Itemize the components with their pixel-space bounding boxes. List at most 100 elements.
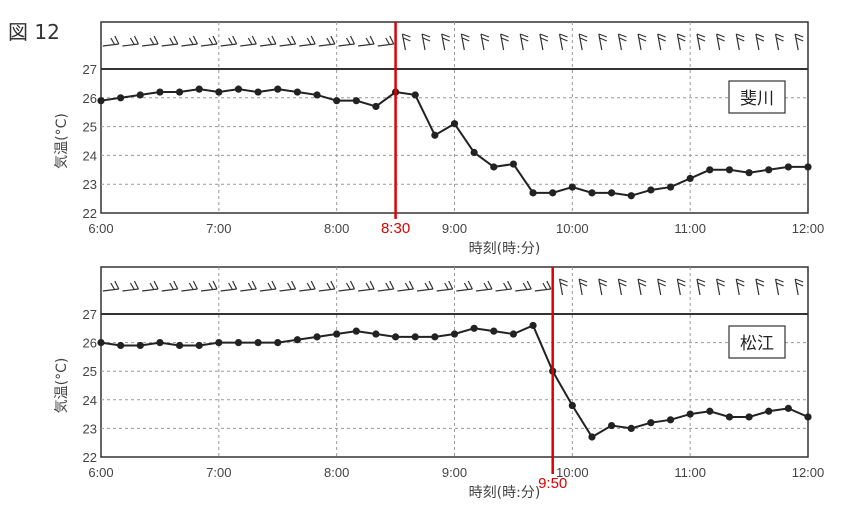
temperature-point [666,183,675,191]
temperature-point [745,413,753,421]
temperature-point [195,341,203,350]
wind-barb [716,278,725,296]
temperature-point [568,401,576,410]
temperature-point [156,339,164,347]
temperature-point [411,91,419,99]
wind-barbs [102,278,804,296]
temperature-point [234,339,243,347]
y-tick-label: 27 [83,62,97,77]
y-tick-label: 26 [83,91,97,106]
temperature-point [293,336,301,344]
wind-barb [676,33,686,51]
wind-barb [755,278,765,296]
figure-label: 図 12 [8,20,60,44]
wind-barb [421,33,431,51]
wind-barbs [102,33,804,51]
temperature-point [274,85,282,93]
temperature-point [608,421,616,430]
wind-barb [358,280,375,292]
temperature-point [175,341,184,350]
wind-barb [519,33,529,51]
wind-barb [436,280,454,292]
y-tick-label: 22 [83,450,97,465]
wind-barb [279,280,297,292]
temperature-point [450,120,459,128]
temperature-point [549,189,557,197]
wind-barb [318,35,336,47]
temperature-point [333,330,341,338]
temperature-point [313,333,321,341]
temperature-point [313,91,321,99]
x-tick-label: 10:00 [556,465,589,480]
wind-barb [534,280,552,292]
y-tick-label: 25 [83,364,97,379]
wind-barb [755,33,765,51]
temperature-point [431,131,439,139]
wind-barb [637,33,647,51]
wind-barb [377,280,395,292]
temperature-point [529,189,537,197]
wind-barb [377,35,395,47]
temperature-point [136,341,144,350]
wind-barb [598,278,608,296]
wind-barb [161,280,179,292]
temperature-point [97,339,105,347]
temperature-point [175,88,184,96]
temperature-point [117,341,125,350]
temperature-point [529,321,537,330]
wind-barb [515,280,532,292]
wind-barb [220,280,238,292]
wind-barb [676,278,686,296]
panel-hikawa: 22 23 24 25 26 27 6:00 7:00 8:00 9:00 10:00 11:00 12… [54,21,824,257]
temperature-point [686,174,694,183]
temperature-point [568,183,576,191]
station-label-box [728,80,786,114]
temperature-point [509,330,518,338]
wind-barb [240,280,257,292]
wind-barb [480,33,490,51]
temperature-point [509,160,518,168]
y-tick-label: 23 [83,421,97,436]
wind-barb [774,33,784,51]
wind-barb [299,35,316,47]
wind-barb [259,35,277,47]
wind-barb [578,278,588,296]
wind-barb [475,280,493,292]
temperature-point [765,407,773,415]
temperature-point [195,85,203,93]
x-tick-label: 10:00 [556,221,589,236]
temperature-point [588,433,596,441]
y-tick-label: 25 [83,120,97,135]
y-axis-title: 気温(°C) [54,113,70,169]
temperature-point [136,91,144,99]
temperature-point [97,97,105,105]
temperature-point [627,192,635,200]
temperature-point [647,186,655,194]
wind-barb [696,33,706,51]
wind-barb [102,35,120,47]
temperature-point [391,333,400,341]
wind-barb [558,278,568,296]
wind-barb [142,280,159,292]
wind-barb [401,33,411,51]
wind-barb [774,278,784,296]
time-marker-label: 8:30 [381,220,410,237]
temperature-point [117,94,125,102]
y-tick-label: 22 [83,206,97,221]
wind-barb [122,280,139,292]
temperature-point [804,163,812,171]
temperature-point [745,169,753,177]
x-tick-label: 6:00 [88,465,113,480]
wind-barb [240,35,257,47]
x-tick-label: 11:00 [674,221,706,236]
wind-barb [299,280,316,292]
wind-barb [598,33,608,51]
y-tick-label: 26 [83,336,97,351]
wind-barb [578,33,588,51]
station-label: 斐川 [740,89,774,109]
temperature-point [293,88,301,96]
wind-barb [657,278,666,296]
temperature-point [352,97,360,105]
temperature-point [490,163,498,171]
